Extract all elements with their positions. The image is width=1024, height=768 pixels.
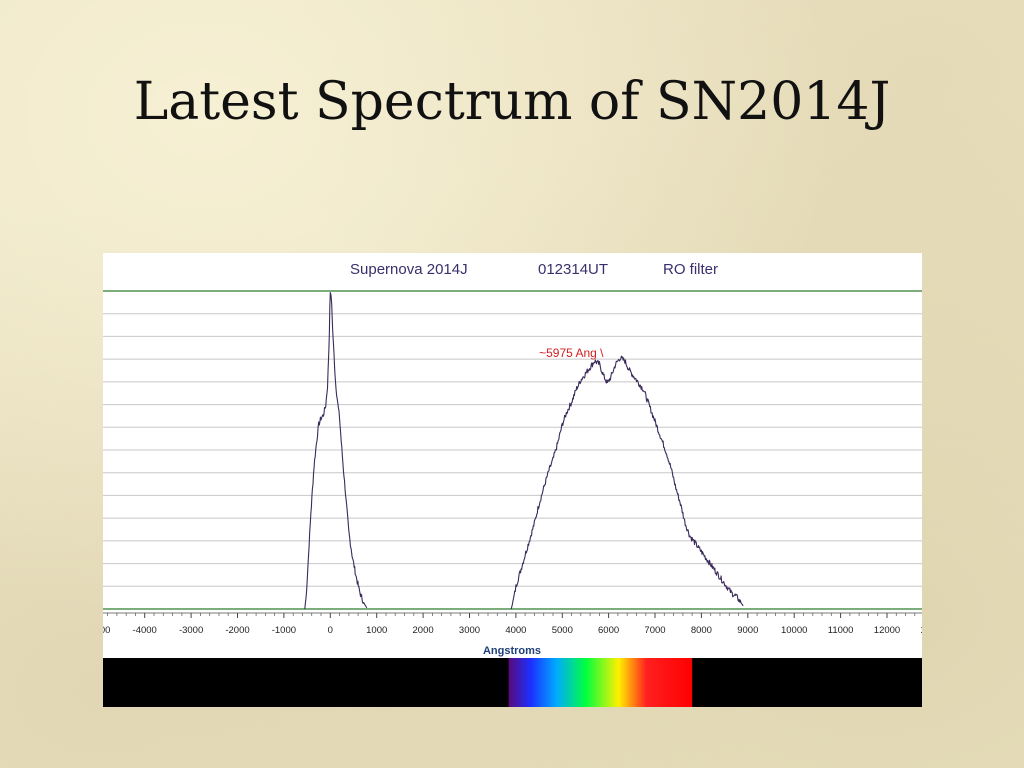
x-tick-label: -3000	[179, 625, 203, 636]
grid-layer	[103, 313, 922, 587]
x-tick-label: 5000	[552, 625, 573, 636]
x-axis-label: Angstroms	[483, 645, 541, 657]
x-tick-label: 1000	[366, 625, 387, 636]
chart-title-object: Supernova 2014J	[350, 261, 468, 278]
chart-svg: Supernova 2014J 012314UT RO filter -5000…	[103, 261, 922, 707]
x-tick-label: 8000	[691, 625, 712, 636]
peak-annotation: ~5975 Ang \	[539, 346, 604, 360]
x-tick-label: -4000	[133, 625, 157, 636]
x-tick-label: 10000	[781, 625, 807, 636]
x-axis-ticks: -5000 -4000 -3000 -2000 -1000 0 1000 2000 3000 40…	[103, 613, 922, 636]
x-tick-label: 13000	[920, 625, 922, 636]
x-tick-label: 9000	[737, 625, 758, 636]
x-tick-label: 0	[328, 625, 333, 636]
x-tick-label: 11000	[828, 625, 854, 636]
visible-spectrum-band	[508, 658, 693, 707]
x-tick-label: 2000	[413, 625, 434, 636]
series-layer	[304, 291, 744, 610]
chart-title-filter: RO filter	[663, 261, 718, 278]
frame-layer	[103, 290, 922, 614]
spectrum-chart: Supernova 2014J 012314UT RO filter -5000…	[103, 253, 922, 707]
annotation-layer: ~5975 Ang \	[539, 346, 604, 360]
x-tick-label: 3000	[459, 625, 480, 636]
x-tick-label: 4000	[505, 625, 526, 636]
x-tick-label: -5000	[103, 625, 110, 636]
chart-title-date: 012314UT	[538, 261, 608, 278]
spectrum-line	[304, 291, 744, 610]
x-tick-label: -1000	[272, 625, 296, 636]
x-tick-label: 6000	[598, 625, 619, 636]
x-tick-label: 7000	[644, 625, 665, 636]
x-tick-label: -2000	[225, 625, 249, 636]
slide-title: Latest Spectrum of SN2014J	[133, 72, 891, 132]
x-tick-label: 12000	[874, 625, 900, 636]
spectrum-band	[103, 658, 922, 707]
chart-title: Supernova 2014J 012314UT RO filter	[350, 261, 718, 278]
